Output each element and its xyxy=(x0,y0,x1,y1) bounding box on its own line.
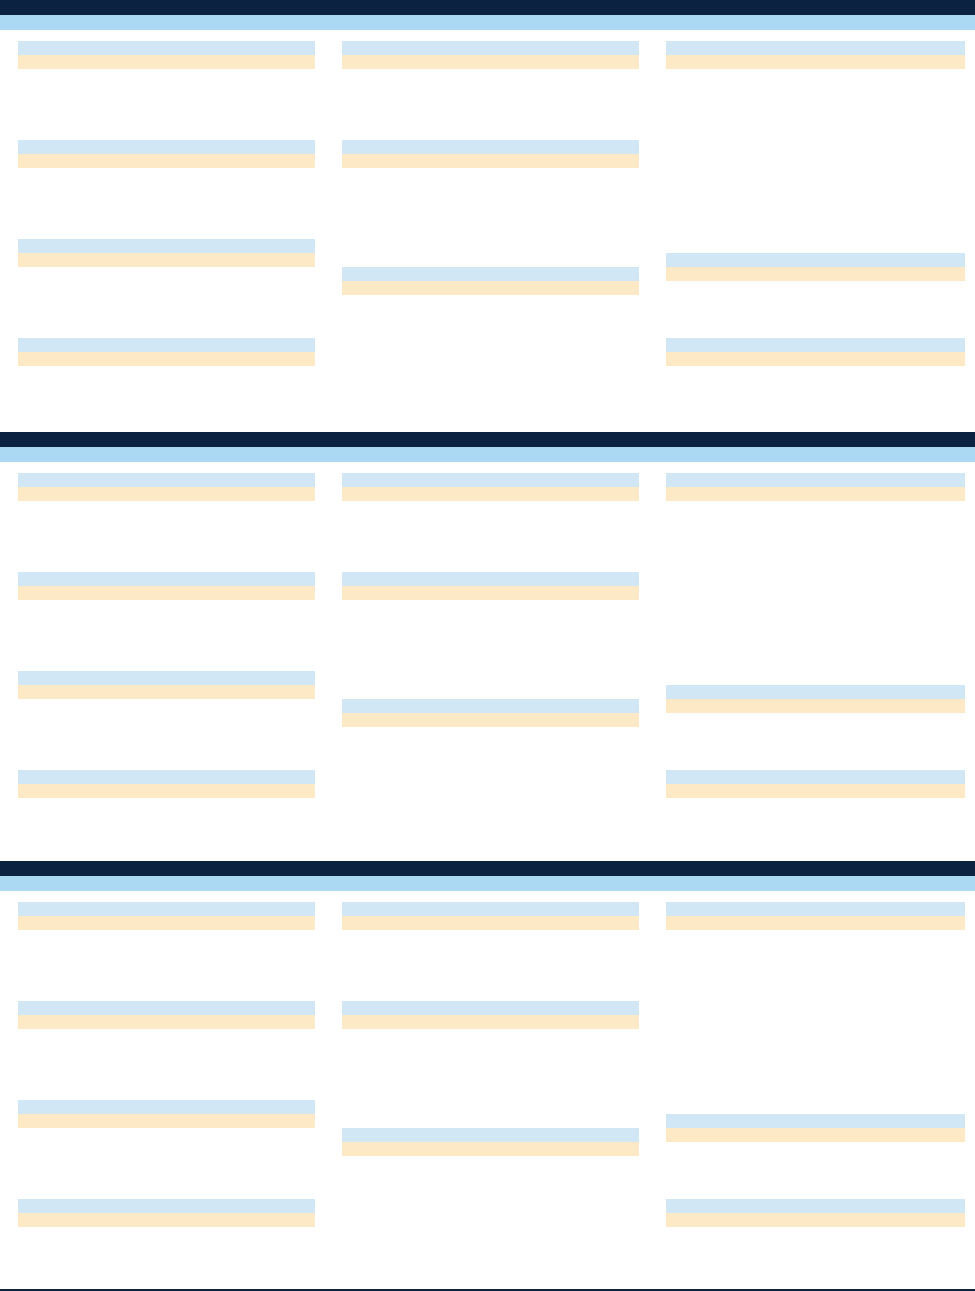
section-subheader xyxy=(0,876,975,891)
section-header xyxy=(0,861,975,876)
section-header xyxy=(0,0,975,15)
metric-card xyxy=(666,902,965,930)
metric-card xyxy=(18,473,315,501)
metric-card xyxy=(342,267,639,295)
metric-card xyxy=(18,770,315,798)
metric-card xyxy=(666,41,965,69)
metric-card xyxy=(666,1199,965,1227)
metric-card xyxy=(342,1001,639,1029)
metric-card xyxy=(666,338,965,366)
section-header xyxy=(0,432,975,447)
section-subheader xyxy=(0,447,975,462)
metric-card xyxy=(342,41,639,69)
metric-card xyxy=(342,1128,639,1156)
metric-card xyxy=(18,338,315,366)
metric-card xyxy=(18,1001,315,1029)
metric-card xyxy=(342,699,639,727)
metric-card xyxy=(666,253,965,281)
metric-card xyxy=(18,572,315,600)
metric-card xyxy=(666,1114,965,1142)
bottom-border xyxy=(0,1289,975,1291)
dashboard-section-2 xyxy=(0,432,975,861)
metric-card xyxy=(342,902,639,930)
metric-card xyxy=(666,770,965,798)
metric-card xyxy=(18,140,315,168)
section-subheader xyxy=(0,15,975,30)
metric-card xyxy=(342,140,639,168)
metric-card xyxy=(18,671,315,699)
metric-card xyxy=(18,1100,315,1128)
metric-card xyxy=(18,239,315,267)
metric-card xyxy=(342,473,639,501)
metric-card xyxy=(342,572,639,600)
metric-card xyxy=(666,685,965,713)
metric-card xyxy=(18,41,315,69)
metric-card xyxy=(666,473,965,501)
dashboard-section-1 xyxy=(0,0,975,429)
metric-card xyxy=(18,1199,315,1227)
dashboard-section-3 xyxy=(0,861,975,1290)
metric-card xyxy=(18,902,315,930)
